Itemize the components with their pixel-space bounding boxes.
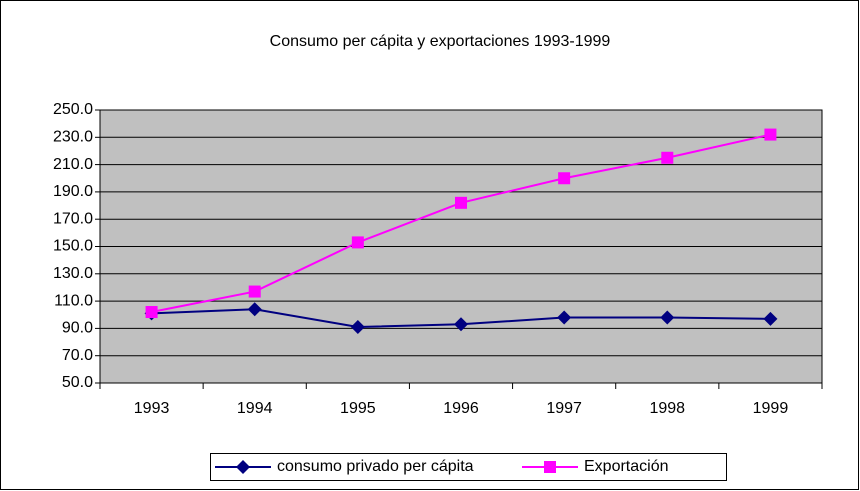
x-tick-label: 1997: [546, 400, 582, 417]
marker: [248, 285, 261, 298]
legend-box: [210, 453, 727, 481]
marker: [455, 196, 467, 209]
marker: [351, 236, 364, 249]
marker: [145, 306, 158, 319]
legend-marker: [236, 460, 250, 474]
marker: [558, 172, 571, 185]
legend-label: consumo privado per cápita: [277, 458, 474, 475]
x-tick-label: 1994: [237, 400, 273, 417]
y-tick-label: 130.0: [53, 265, 93, 282]
x-tick-label: 1995: [340, 400, 376, 417]
marker: [350, 320, 365, 335]
y-tick-label: 50.0: [62, 374, 93, 391]
chart-title: Consumo per cápita y exportaciones 1993-…: [270, 33, 611, 50]
y-tick-label: 110.0: [54, 292, 93, 309]
y-tick-label: 70.0: [62, 347, 93, 364]
y-tick-label: 190.0: [53, 183, 93, 200]
y-tick-label: 230.0: [53, 129, 93, 146]
y-tick-label: 250.0: [53, 101, 93, 118]
legend-marker: [544, 461, 556, 473]
marker: [454, 317, 468, 332]
plot-border: [99, 109, 823, 384]
x-tick-label: 1993: [134, 400, 170, 417]
legend-label: Exportación: [584, 458, 669, 475]
marker: [764, 128, 777, 141]
y-tick-label: 210.0: [53, 156, 93, 173]
marker: [763, 311, 778, 326]
y-tick-label: 170.0: [53, 210, 93, 227]
y-tick-label: 90.0: [62, 320, 93, 337]
x-tick-label: 1996: [443, 400, 479, 417]
x-tick-label: 1999: [753, 400, 789, 417]
y-tick-label: 150.0: [53, 238, 93, 255]
x-tick-label: 1998: [649, 400, 685, 417]
marker: [661, 151, 674, 164]
marker: [660, 310, 675, 325]
marker: [247, 302, 262, 317]
marker: [557, 310, 572, 325]
